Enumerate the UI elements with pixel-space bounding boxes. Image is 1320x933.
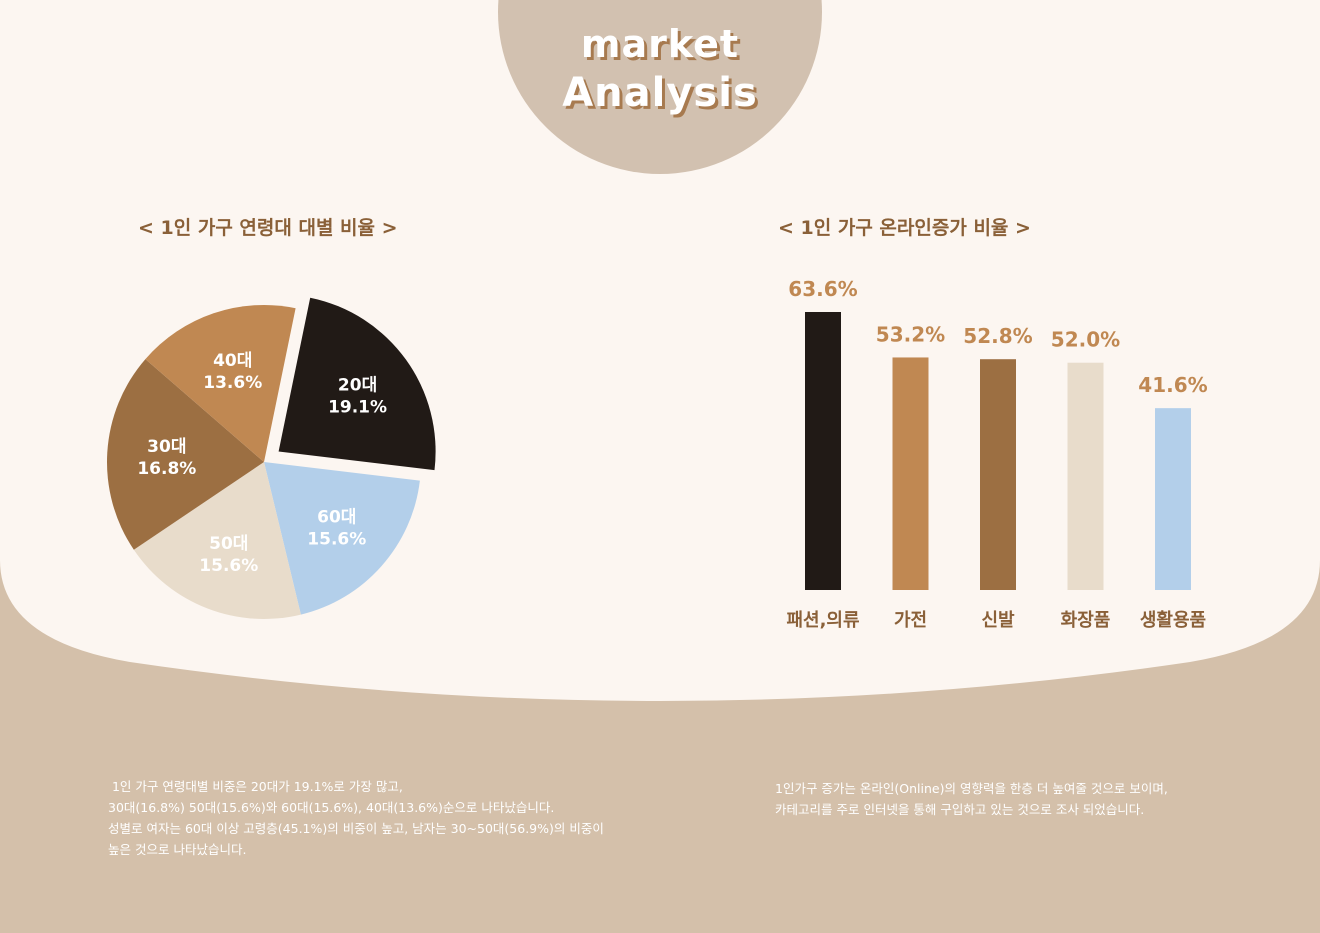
bar <box>1155 408 1191 590</box>
pie-slice <box>133 462 301 619</box>
pie-slice-value: 13.6% <box>203 373 262 393</box>
bar-value-label: 52.0% <box>1051 328 1120 352</box>
bar <box>1067 362 1104 590</box>
pie-slice <box>106 359 264 550</box>
bar <box>980 359 1016 590</box>
bar-category-label: 화장품 <box>1061 610 1111 631</box>
pie-slice <box>264 462 420 615</box>
pie-slice-value: 15.6% <box>199 556 258 576</box>
bar-chart-title: < 1인 가구 온라인증가 비율 > <box>778 217 1031 239</box>
pie-slice-label: 60대 <box>317 508 356 528</box>
pie-slice <box>278 297 436 471</box>
pie-slice-label: 20대 <box>338 376 377 396</box>
bar-value-label: 41.6% <box>1138 373 1207 397</box>
page-title-line2: Analysis <box>562 70 758 116</box>
bar <box>892 357 929 590</box>
summary-note-left: 1인 가구 연령대별 비중은 20대가 19.1%로 가장 많고, 30대(16… <box>108 779 604 857</box>
page-title-line1: market <box>580 22 740 66</box>
pie-slice-value: 19.1% <box>328 398 387 418</box>
pie-slice-value: 15.6% <box>307 530 366 550</box>
pie-slice-label: 30대 <box>147 437 186 457</box>
bar-category-label: 패션,의류 <box>786 610 859 631</box>
bar-value-label: 53.2% <box>876 322 945 346</box>
pie-slice-value: 16.8% <box>137 459 196 479</box>
summary-note-right: 1인가구 증가는 온라인(Online)의 영향력을 한층 더 높여줄 것으로 … <box>775 781 1168 817</box>
pie-slice <box>145 305 296 462</box>
bar-value-label: 63.6% <box>788 277 857 301</box>
pie-slice-label: 40대 <box>213 351 252 371</box>
bar-category-label: 생활용품 <box>1140 610 1206 631</box>
bar-category-label: 신발 <box>981 610 1015 631</box>
online-bar-chart: 63.6% 패션,의류 53.2% 가전 52.8% 신발 52.0% 화장품 41.6% 생활용… <box>786 277 1207 631</box>
bar <box>805 312 841 590</box>
bar-value-label: 52.8% <box>963 324 1032 348</box>
pie-slice-label: 50대 <box>209 534 248 554</box>
bar-category-label: 가전 <box>894 610 927 631</box>
pie-chart-title: < 1인 가구 연령대 대별 비율 > <box>138 217 398 239</box>
